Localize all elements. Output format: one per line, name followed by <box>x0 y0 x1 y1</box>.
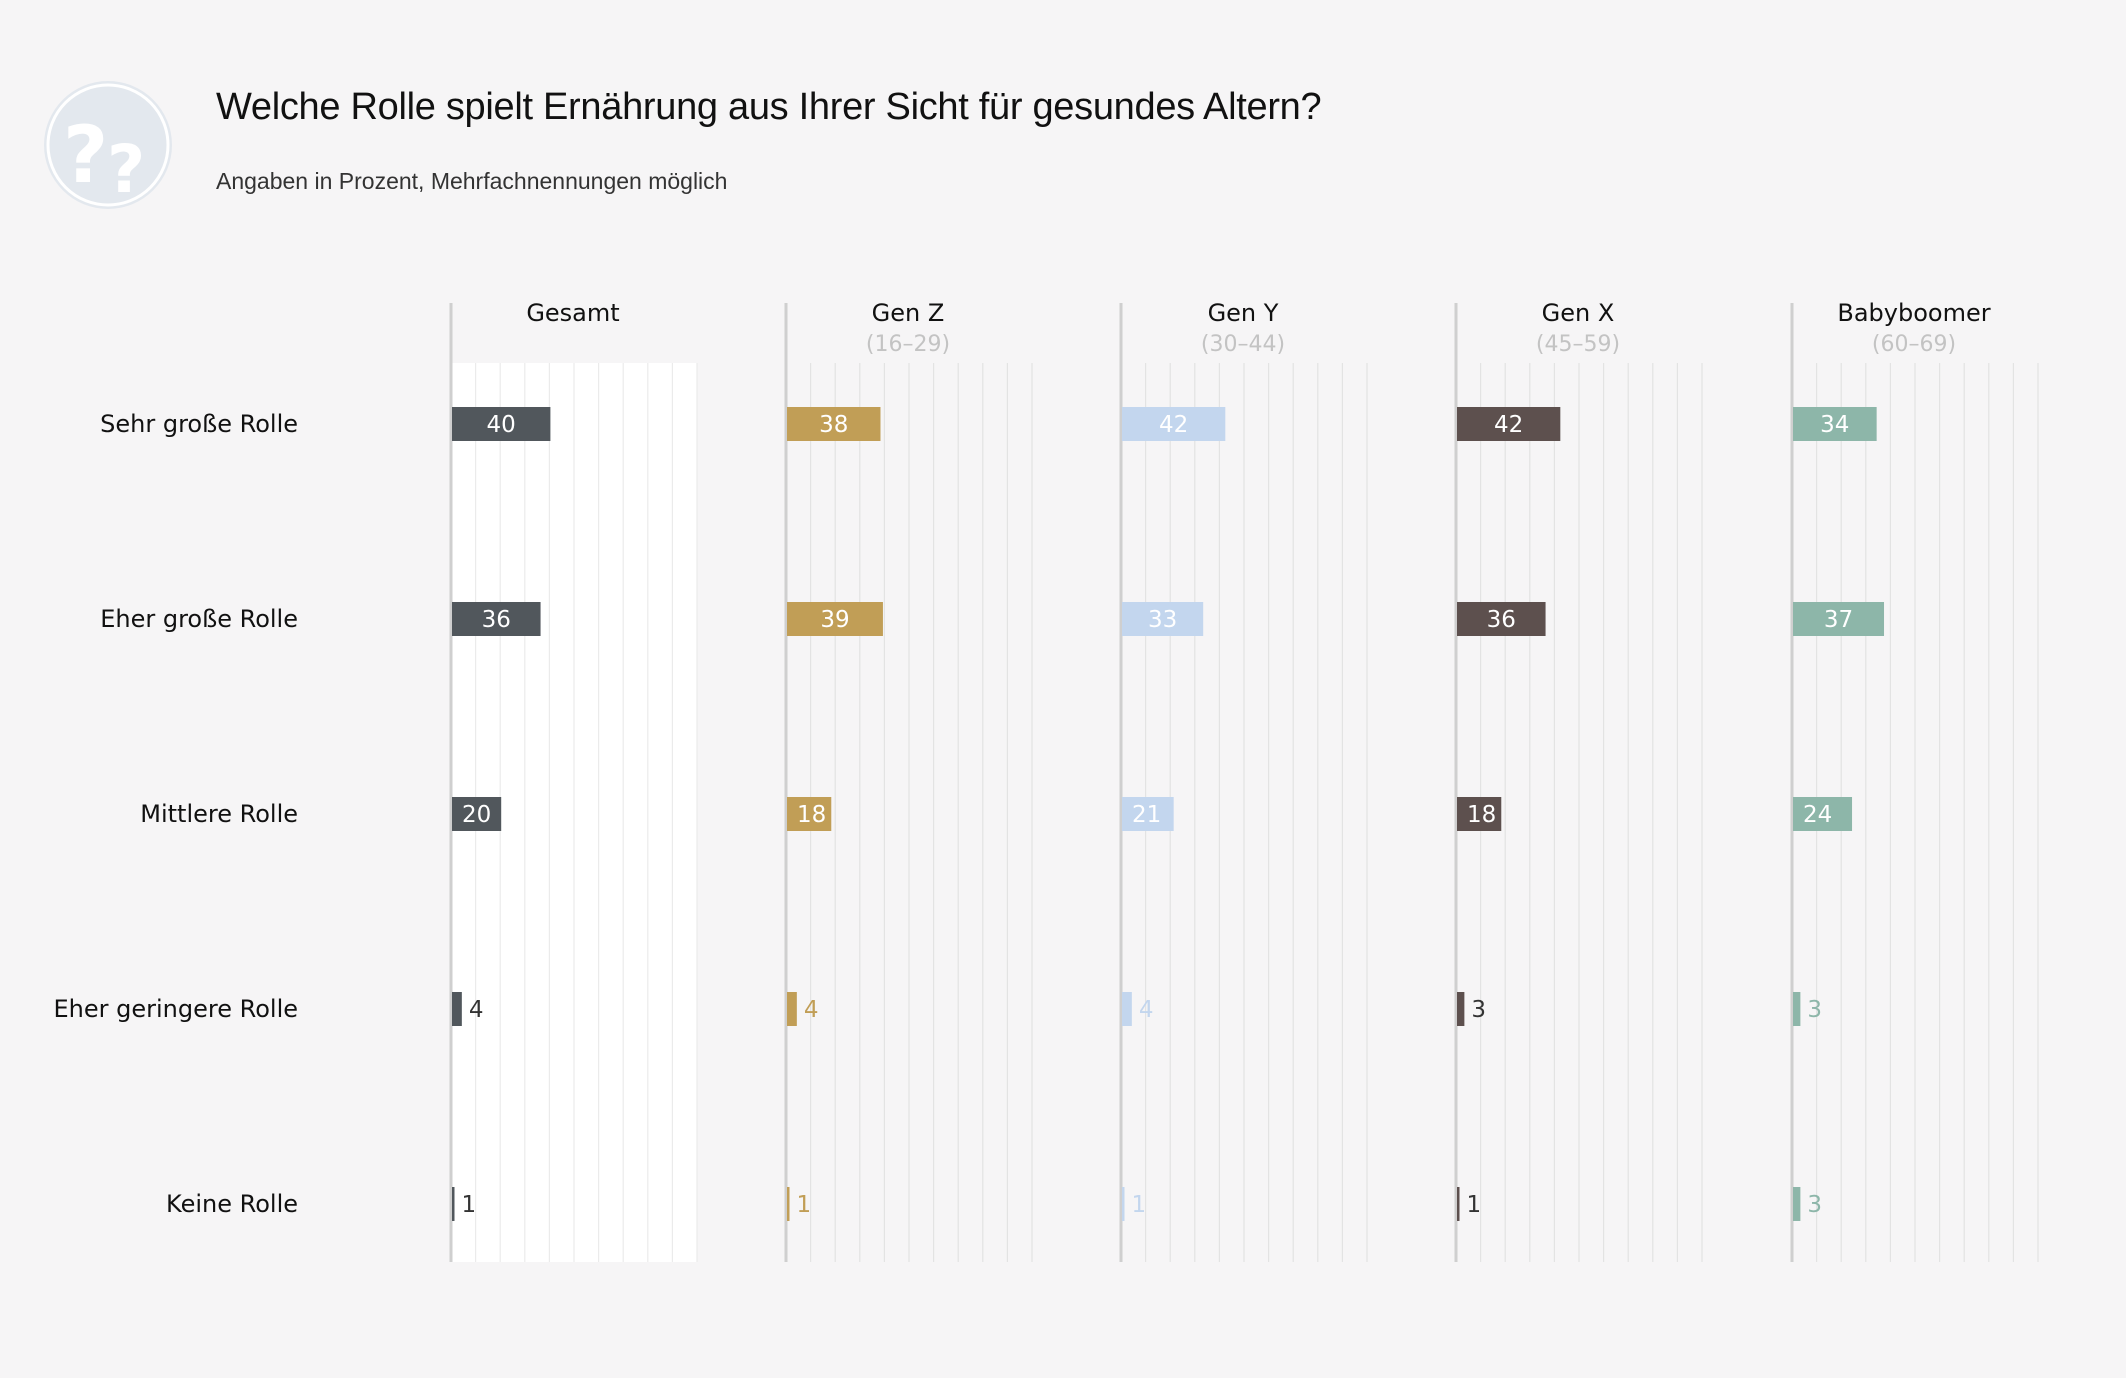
data-label: 38 <box>819 412 848 438</box>
bar <box>1122 407 1226 441</box>
data-label: 3 <box>1807 997 1822 1023</box>
panel-title: Gen X <box>1542 299 1615 327</box>
data-label: 4 <box>469 997 484 1023</box>
bar <box>1793 992 1801 1026</box>
bar <box>1122 1187 1125 1221</box>
page-subtitle: Angaben in Prozent, Mehrfachnennungen mö… <box>216 168 728 194</box>
panel-title: Gen Y <box>1208 299 1279 327</box>
data-label: 1 <box>1467 1192 1482 1218</box>
panel-subtitle: (30–44) <box>1201 332 1285 357</box>
bar <box>1457 1187 1460 1221</box>
data-label: 4 <box>1139 997 1154 1023</box>
category-label: Mittlere Rolle <box>140 800 298 828</box>
bar <box>787 407 881 441</box>
category-label: Eher große Rolle <box>100 605 298 633</box>
bar <box>1793 407 1877 441</box>
bar <box>1793 602 1885 636</box>
bar <box>1457 407 1561 441</box>
data-label: 39 <box>820 607 849 633</box>
bar <box>452 992 462 1026</box>
data-label: 4 <box>804 997 819 1023</box>
data-label: 36 <box>482 607 511 633</box>
panel-subtitle: (45–59) <box>1536 332 1620 357</box>
panel-subtitle: (60–69) <box>1872 332 1956 357</box>
data-label: 40 <box>487 412 516 438</box>
data-label: 3 <box>1807 1192 1822 1218</box>
data-label: 1 <box>797 1192 812 1218</box>
bar <box>452 797 502 831</box>
bar <box>787 992 797 1026</box>
data-label: 24 <box>1803 802 1832 828</box>
bar <box>1122 797 1174 831</box>
bar <box>1122 992 1132 1026</box>
bar <box>1457 797 1502 831</box>
data-label: 37 <box>1824 607 1853 633</box>
data-label: 1 <box>462 1192 477 1218</box>
svg-text:?: ? <box>63 111 108 201</box>
data-label: 21 <box>1132 802 1161 828</box>
panel-title: Babyboomer <box>1837 299 1990 327</box>
panel-subtitle: (16–29) <box>866 332 950 357</box>
data-label: 42 <box>1494 412 1523 438</box>
data-label: 36 <box>1487 607 1516 633</box>
bar <box>452 602 541 636</box>
bar <box>787 602 883 636</box>
bar <box>787 1187 790 1221</box>
data-label: 20 <box>462 802 491 828</box>
bar <box>452 407 551 441</box>
category-label: Keine Rolle <box>166 1190 298 1218</box>
bar <box>1457 992 1465 1026</box>
bar <box>452 1187 455 1221</box>
data-label: 34 <box>1820 412 1849 438</box>
category-label: Eher geringere Rolle <box>54 995 299 1023</box>
panel-title: Gesamt <box>526 299 619 327</box>
data-label: 42 <box>1159 412 1188 438</box>
page-title: Welche Rolle spielt Ernährung aus Ihrer … <box>216 86 1322 128</box>
panel-title: Gen Z <box>872 299 945 327</box>
bar <box>1793 1187 1801 1221</box>
bar <box>787 797 832 831</box>
bar <box>1793 797 1853 831</box>
data-label: 3 <box>1471 997 1486 1023</box>
question-marks-icon: ? ? <box>44 81 172 209</box>
svg-text:?: ? <box>107 131 145 208</box>
category-label: Sehr große Rolle <box>100 410 298 438</box>
data-label: 18 <box>1467 802 1496 828</box>
bar <box>1122 602 1204 636</box>
bar <box>1457 602 1546 636</box>
data-label: 18 <box>797 802 826 828</box>
data-label: 33 <box>1148 607 1177 633</box>
data-label: 1 <box>1132 1192 1147 1218</box>
